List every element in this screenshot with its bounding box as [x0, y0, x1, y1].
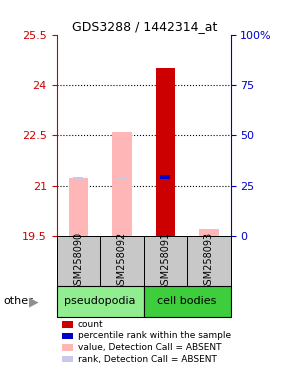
Text: pseudopodia: pseudopodia	[64, 296, 136, 306]
Text: GDS3288 / 1442314_at: GDS3288 / 1442314_at	[72, 20, 218, 33]
Bar	[117, 177, 127, 180]
Bar	[160, 175, 170, 179]
Text: count: count	[78, 320, 103, 329]
Bar	[112, 132, 132, 236]
Text: GSM258093: GSM258093	[204, 232, 214, 291]
Text: GSM258092: GSM258092	[117, 232, 127, 291]
Text: ▶: ▶	[28, 295, 38, 308]
Bar	[68, 179, 88, 236]
Bar	[57, 236, 100, 286]
Bar	[199, 229, 219, 236]
Text: cell bodies: cell bodies	[157, 296, 217, 306]
Bar	[57, 286, 144, 317]
Text: other: other	[3, 296, 33, 306]
Text: GSM258091: GSM258091	[160, 232, 170, 291]
Bar	[144, 236, 187, 286]
Text: value, Detection Call = ABSENT: value, Detection Call = ABSENT	[78, 343, 221, 352]
Bar	[155, 68, 175, 236]
Bar	[187, 236, 231, 286]
Bar	[144, 286, 231, 317]
Bar	[73, 177, 83, 180]
Text: percentile rank within the sample: percentile rank within the sample	[78, 331, 231, 341]
Bar	[100, 236, 144, 286]
Text: GSM258090: GSM258090	[73, 232, 83, 291]
Text: rank, Detection Call = ABSENT: rank, Detection Call = ABSENT	[78, 354, 217, 364]
